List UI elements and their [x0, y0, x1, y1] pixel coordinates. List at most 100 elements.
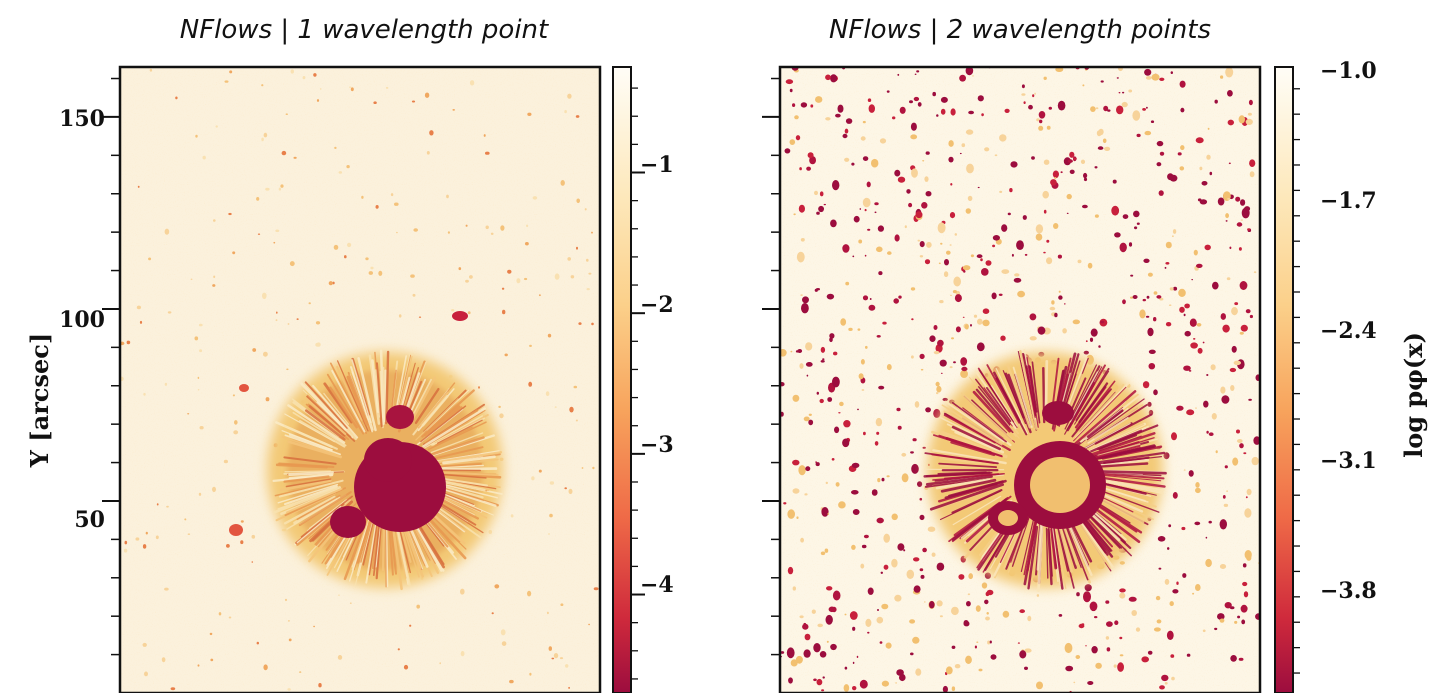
- speck: [966, 601, 971, 607]
- speck: [1042, 190, 1049, 199]
- speck: [917, 481, 923, 487]
- speck: [944, 259, 949, 266]
- speck: [1208, 432, 1214, 437]
- filament: [995, 367, 1029, 434]
- ytick-label-50: 50: [74, 507, 105, 533]
- speck: [1111, 205, 1120, 216]
- speck: [287, 620, 290, 622]
- speck: [299, 671, 302, 673]
- speck: [1219, 564, 1227, 569]
- speck: [1240, 604, 1248, 613]
- speck: [1214, 627, 1218, 631]
- filament: [1097, 443, 1141, 457]
- speck: [1156, 162, 1162, 167]
- speck: [1164, 266, 1167, 269]
- speck: [825, 117, 831, 121]
- speck: [1094, 214, 1099, 218]
- speck: [1083, 177, 1088, 182]
- speck: [849, 611, 858, 620]
- speck: [265, 397, 270, 402]
- speck: [1024, 648, 1032, 653]
- speck: [1065, 665, 1074, 672]
- speck: [319, 88, 322, 90]
- speck: [1183, 469, 1186, 471]
- speck: [904, 225, 907, 229]
- speck: [1180, 107, 1185, 113]
- filament: [274, 481, 333, 497]
- speck: [213, 275, 216, 279]
- filament: [426, 389, 470, 431]
- speck: [1177, 152, 1182, 156]
- speck: [936, 385, 942, 393]
- speck: [976, 641, 979, 643]
- speck: [906, 189, 911, 194]
- speck: [792, 394, 800, 402]
- speck: [839, 401, 844, 407]
- speck: [951, 606, 959, 616]
- speck: [148, 257, 152, 261]
- speck: [568, 488, 573, 495]
- speck: [789, 88, 793, 93]
- speck: [919, 514, 925, 521]
- speck: [920, 368, 924, 371]
- speck: [1128, 89, 1133, 93]
- filament: [943, 410, 1003, 446]
- speck: [1082, 84, 1085, 87]
- speck: [1167, 547, 1170, 550]
- filament: [303, 382, 358, 440]
- speck: [296, 318, 299, 320]
- speck: [845, 118, 853, 124]
- speck: [785, 79, 794, 85]
- speck: [953, 361, 956, 364]
- speck: [964, 324, 969, 330]
- speck: [1179, 306, 1185, 313]
- filament: [1063, 520, 1082, 569]
- speck: [985, 260, 992, 266]
- speck: [226, 544, 230, 548]
- speck: [1023, 101, 1026, 104]
- speck: [1043, 251, 1046, 254]
- speck: [1197, 347, 1203, 354]
- speck: [797, 349, 803, 353]
- filament: [1078, 516, 1107, 554]
- speck: [218, 612, 222, 616]
- speck: [816, 391, 819, 395]
- speck: [876, 335, 881, 338]
- filament: [1073, 386, 1127, 442]
- filament: [281, 436, 337, 455]
- speck: [315, 321, 321, 325]
- left-cb-label-m4: −4: [640, 572, 674, 598]
- speck: [275, 229, 280, 233]
- speck: [808, 413, 812, 416]
- speck: [1014, 273, 1020, 277]
- speck: [1159, 151, 1165, 156]
- speck: [874, 211, 877, 214]
- speck: [1221, 395, 1230, 404]
- speck: [1249, 171, 1255, 178]
- speck: [1237, 439, 1243, 443]
- speck: [814, 190, 818, 196]
- filament: [381, 528, 385, 572]
- speck: [986, 612, 989, 615]
- speck: [411, 100, 416, 103]
- filament: [379, 349, 385, 426]
- speck: [338, 171, 343, 174]
- speck: [792, 459, 800, 466]
- filament: [1089, 451, 1166, 465]
- speck: [1195, 487, 1201, 494]
- speck: [233, 430, 239, 435]
- speck: [842, 244, 850, 253]
- speck: [887, 251, 892, 255]
- speck: [824, 548, 829, 553]
- speck: [1080, 159, 1086, 164]
- speck: [780, 349, 787, 357]
- filament: [939, 490, 1001, 521]
- speck: [526, 224, 529, 228]
- speck: [1060, 171, 1063, 174]
- speck: [447, 231, 450, 234]
- speck: [1077, 259, 1082, 264]
- speck: [908, 202, 913, 208]
- speck: [910, 652, 914, 656]
- speck: [1206, 374, 1209, 376]
- speck: [959, 74, 966, 82]
